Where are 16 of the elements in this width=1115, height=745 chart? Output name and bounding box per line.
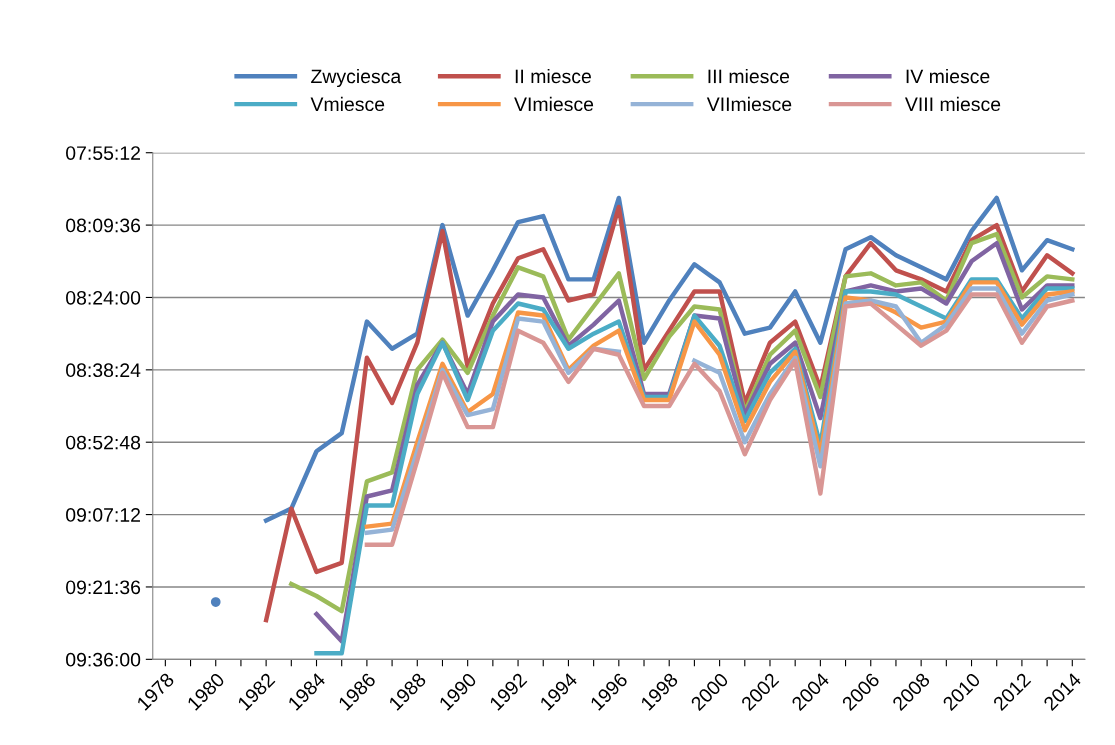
legend-label: VImiesce bbox=[514, 96, 594, 112]
y-tick-label: 08:52:48 bbox=[66, 435, 141, 450]
y-tick-label: 08:09:36 bbox=[66, 218, 141, 233]
legend-label: Zwyciesca bbox=[311, 68, 402, 88]
y-tick-label: 07:55:12 bbox=[66, 146, 140, 160]
y-tick-label: 08:24:00 bbox=[66, 290, 141, 305]
y-tick-label: 09:36:00 bbox=[66, 652, 141, 667]
y-tick-label: 08:38:24 bbox=[66, 363, 141, 378]
legend-label: VIImiesce bbox=[706, 96, 792, 112]
y-tick-label: 09:21:36 bbox=[66, 580, 141, 595]
legend-label: IV miesce bbox=[906, 68, 990, 84]
legend-label: VIII miesce bbox=[904, 96, 1001, 112]
legend-label: Vmiesce bbox=[310, 96, 385, 112]
legend-label: II miesce bbox=[515, 68, 591, 84]
legend-label: III miesce bbox=[708, 68, 790, 84]
y-tick-label: 09:07:12 bbox=[66, 508, 140, 522]
